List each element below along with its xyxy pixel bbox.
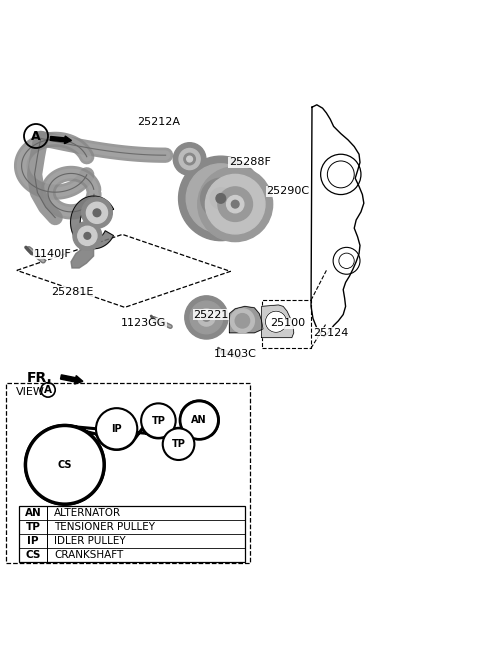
- Circle shape: [73, 222, 102, 250]
- Circle shape: [173, 143, 206, 175]
- Circle shape: [179, 148, 200, 170]
- Text: IP: IP: [111, 424, 122, 434]
- Polygon shape: [262, 305, 294, 338]
- Text: AN: AN: [192, 415, 207, 425]
- Text: CS: CS: [25, 550, 41, 560]
- Circle shape: [203, 314, 210, 321]
- Circle shape: [227, 195, 244, 213]
- Circle shape: [231, 200, 239, 208]
- Circle shape: [86, 202, 108, 223]
- FancyArrow shape: [60, 375, 83, 384]
- FancyArrow shape: [50, 136, 72, 144]
- Circle shape: [186, 164, 255, 233]
- Circle shape: [78, 226, 97, 245]
- Circle shape: [198, 167, 273, 241]
- Text: 25290C: 25290C: [266, 186, 310, 196]
- Circle shape: [198, 309, 215, 326]
- Circle shape: [216, 194, 226, 203]
- Text: CS: CS: [58, 460, 72, 470]
- Text: AN: AN: [25, 508, 41, 518]
- Circle shape: [179, 156, 263, 241]
- Text: TP: TP: [26, 522, 40, 532]
- Bar: [214, 200, 238, 208]
- Circle shape: [235, 314, 250, 328]
- Text: TP: TP: [152, 416, 165, 426]
- Text: TENSIONER PULLEY: TENSIONER PULLEY: [54, 522, 155, 532]
- Text: A: A: [44, 385, 52, 395]
- Text: 25281E: 25281E: [51, 287, 93, 297]
- Circle shape: [187, 156, 192, 162]
- Text: ALTERNATOR: ALTERNATOR: [54, 508, 121, 518]
- Text: FR.: FR.: [26, 371, 52, 385]
- Text: 1140JF: 1140JF: [34, 249, 72, 258]
- Polygon shape: [71, 241, 94, 268]
- Text: 11403C: 11403C: [214, 350, 257, 359]
- Circle shape: [25, 426, 104, 504]
- Circle shape: [141, 403, 176, 438]
- Text: A: A: [31, 129, 41, 142]
- Circle shape: [163, 428, 194, 460]
- Text: TP: TP: [172, 439, 185, 449]
- Text: 1123GG: 1123GG: [121, 318, 167, 328]
- Circle shape: [180, 401, 218, 440]
- Circle shape: [265, 311, 287, 333]
- Bar: [6, 383, 250, 564]
- Bar: [19, 506, 245, 562]
- Text: 25124: 25124: [313, 328, 349, 338]
- Circle shape: [82, 197, 112, 228]
- Circle shape: [93, 209, 101, 216]
- Text: 25100: 25100: [270, 318, 306, 328]
- Circle shape: [184, 154, 195, 165]
- Circle shape: [218, 187, 252, 222]
- Circle shape: [205, 174, 265, 234]
- Circle shape: [84, 232, 91, 239]
- Polygon shape: [229, 306, 263, 333]
- Circle shape: [201, 178, 241, 218]
- Text: IP: IP: [27, 536, 39, 546]
- Text: VIEW: VIEW: [16, 387, 45, 397]
- Text: 25221: 25221: [193, 310, 229, 319]
- Text: IDLER PULLEY: IDLER PULLEY: [54, 536, 126, 546]
- Text: 25288F: 25288F: [228, 157, 271, 167]
- Circle shape: [230, 309, 254, 333]
- Circle shape: [96, 408, 137, 449]
- Text: 25212A: 25212A: [137, 117, 180, 127]
- Text: CRANKSHAFT: CRANKSHAFT: [54, 550, 123, 560]
- Circle shape: [185, 296, 228, 339]
- Polygon shape: [71, 196, 114, 249]
- Circle shape: [210, 188, 231, 209]
- Circle shape: [190, 301, 223, 334]
